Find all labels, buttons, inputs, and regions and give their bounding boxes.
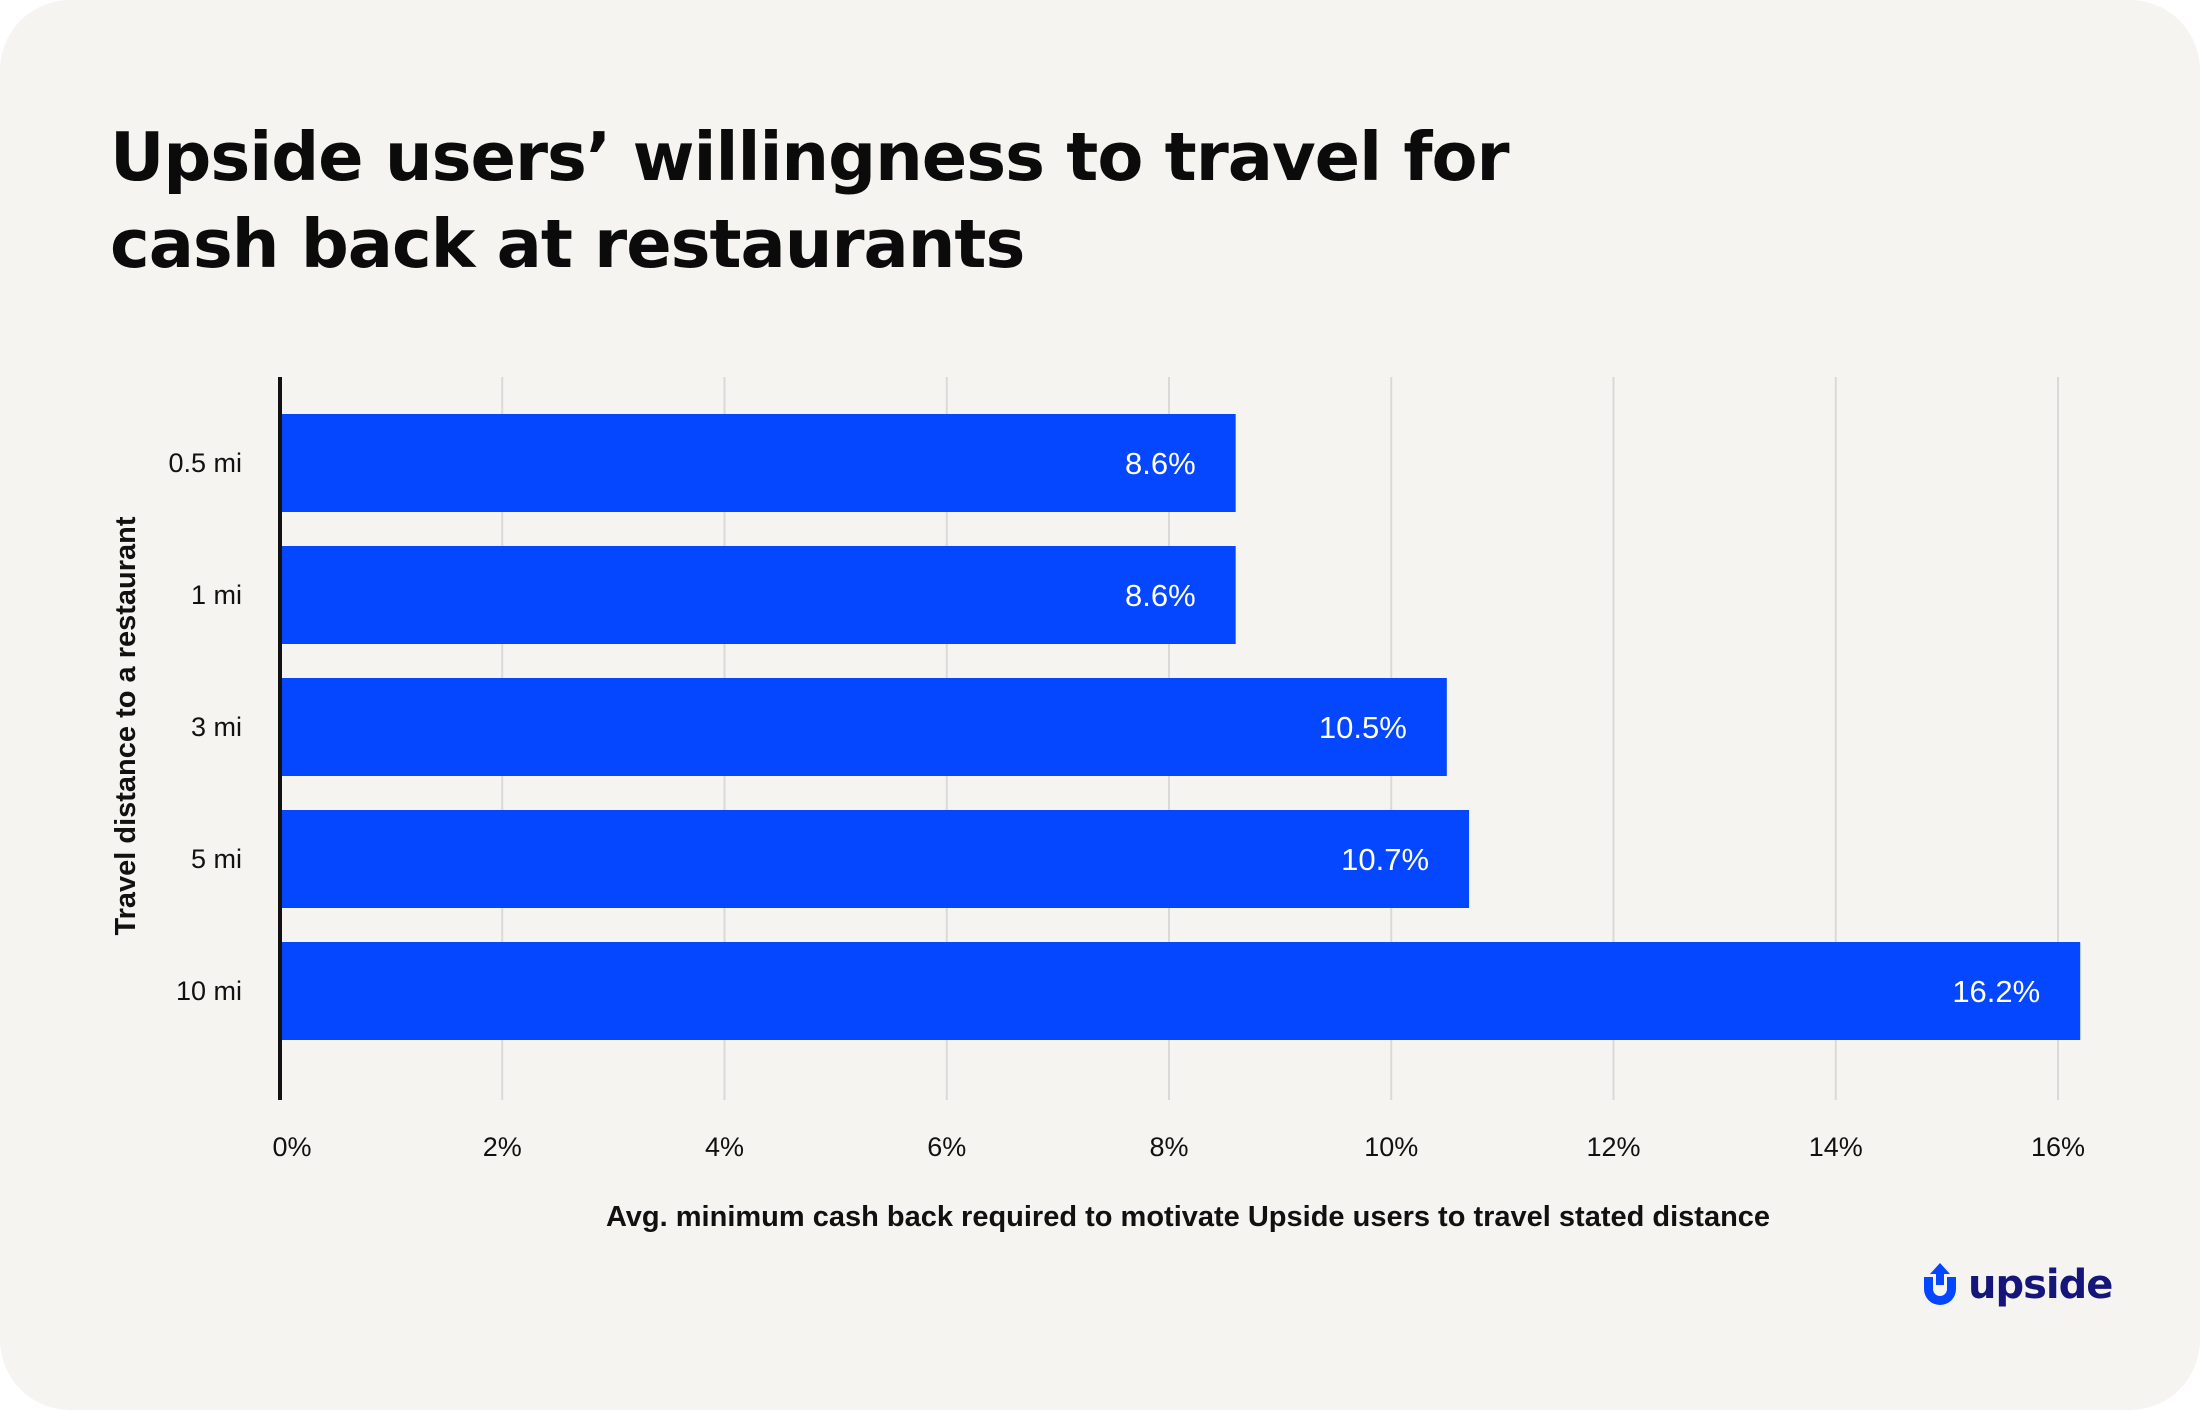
brand-name: upside	[1968, 1262, 2113, 1308]
data-label: 16.2%	[1952, 974, 2040, 1009]
x-axis-title: Avg. minimum cash back required to motiv…	[606, 1201, 1770, 1233]
x-tick-label: 4%	[705, 1132, 744, 1162]
bar	[280, 546, 1236, 644]
x-tick-label: 10%	[1364, 1132, 1418, 1162]
bar	[280, 414, 1236, 512]
data-label: 10.5%	[1319, 710, 1407, 745]
category-label: 10 mi	[176, 976, 242, 1006]
x-tick-label: 12%	[1586, 1132, 1640, 1162]
upside-logo-icon	[1924, 1263, 1956, 1305]
x-tick-label: 16%	[2031, 1132, 2085, 1162]
data-label: 10.7%	[1341, 842, 1429, 877]
data-label: 8.6%	[1125, 446, 1196, 481]
chart-title: Upside users’ willingness to travel for …	[110, 118, 1510, 283]
bar	[280, 810, 1470, 908]
bar	[280, 942, 2081, 1040]
x-tick-label: 14%	[1809, 1132, 1863, 1162]
category-label: 1 mi	[191, 580, 242, 610]
x-tick-label: 2%	[483, 1132, 522, 1162]
x-tick-label: 6%	[927, 1132, 966, 1162]
y-axis-title: Travel distance to a restaurant	[110, 516, 142, 935]
category-label: 3 mi	[191, 712, 242, 742]
category-label: 0.5 mi	[168, 448, 242, 478]
x-tick-label: 0%	[272, 1132, 311, 1162]
brand-logo: upside	[1920, 1262, 2113, 1308]
x-tick-label: 8%	[1149, 1132, 1188, 1162]
bar	[280, 678, 1447, 776]
category-label: 5 mi	[191, 844, 242, 874]
data-label: 8.6%	[1125, 578, 1196, 613]
